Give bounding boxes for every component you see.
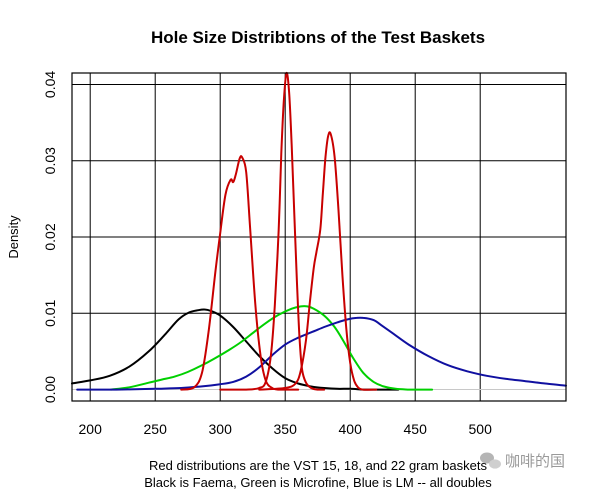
x-tick-label: 350 [274, 421, 298, 437]
series-layer [71, 71, 567, 391]
y-tick-label: 0.03 [42, 147, 58, 174]
x-tick-label: 200 [79, 421, 103, 437]
series-line-5 [219, 71, 326, 391]
watermark-text: 咖啡的国 [505, 452, 565, 470]
series-line-6 [258, 131, 378, 391]
chart-title: Hole Size Distribtions of the Test Baske… [151, 28, 485, 47]
x-tick-label: 400 [339, 421, 363, 437]
x-tick-label: 450 [404, 421, 428, 437]
x-tick-label: 500 [469, 421, 493, 437]
x-axis: 200 250 300 350 400 450 500 [79, 421, 493, 437]
y-tick-label: 0.00 [42, 376, 58, 403]
series-line-2 [110, 305, 434, 391]
y-tick-label: 0.01 [42, 299, 58, 326]
x-tick-label: 300 [209, 421, 233, 437]
series-line-3 [76, 316, 567, 391]
y-tick-label: 0.04 [42, 71, 58, 98]
x-tick-label: 250 [144, 421, 168, 437]
plot-frame [71, 72, 567, 402]
wechat-bubble-icon [480, 452, 501, 469]
caption-line-1: Red distributions are the VST 15, 18, an… [149, 458, 487, 473]
series-line-1 [71, 308, 400, 391]
caption-line-2: Black is Faema, Green is Microfine, Blue… [144, 475, 492, 490]
watermark: 咖啡的国 [480, 452, 565, 470]
y-axis-label: Density [6, 215, 21, 259]
grid [72, 73, 566, 401]
y-axis: 0.00 0.01 0.02 0.03 0.04 [42, 71, 58, 404]
y-tick-label: 0.02 [42, 223, 58, 250]
